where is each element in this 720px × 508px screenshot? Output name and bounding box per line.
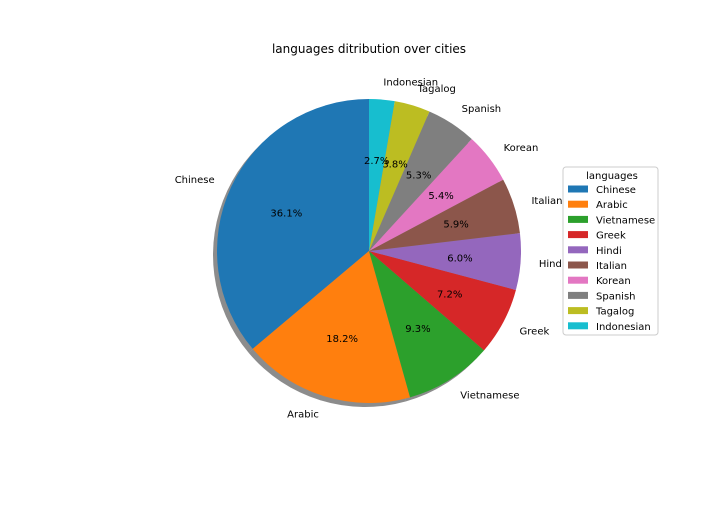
pie-wedge-tagalog (369, 101, 430, 252)
pie-wedges (216, 99, 521, 403)
pct-label-tagalog: 3.8% (382, 160, 407, 171)
category-label-vietnamese: Vietnamese (460, 391, 519, 402)
category-label-italian: Italian (531, 196, 562, 207)
pie-wedge-hindi (369, 233, 521, 290)
pie-wedge-korean (369, 138, 504, 251)
category-labels: Chinese Arabic Vietnamese Greek Hindi Italian… (175, 77, 565, 420)
category-label-hindi: Hindi (539, 259, 565, 270)
legend-label-spanish: Spanish (596, 291, 636, 302)
category-label-indonesian: Indonesian (383, 77, 438, 88)
pie-wedge-indonesian (369, 99, 395, 251)
legend-swatch-greek (568, 231, 588, 239)
legend-label-korean: Korean (596, 276, 631, 287)
percentage-labels: 36.1% 18.2% 9.3% 7.2% 6.0% 5.9% 5.4% 5.3%3.8%2.… (270, 156, 472, 345)
pie-wedge-spanish (369, 111, 472, 251)
pct-label-korean: 5.4% (428, 191, 453, 202)
category-label-tagalog: Tagalog (417, 84, 456, 95)
legend-swatch-hindi (568, 246, 588, 254)
legend-swatch-vietnamese (568, 215, 588, 223)
pie-wedge-greek (369, 251, 516, 351)
legend-swatch-indonesian (568, 322, 588, 330)
pct-label-chinese: 36.1% (270, 209, 302, 220)
legend-swatch-spanish (568, 291, 588, 299)
legend: languages Chinese Arabic Vietnamese Greek Hi… (562, 166, 659, 336)
pct-label-greek: 7.2% (437, 290, 462, 301)
legend-swatch-italian (568, 261, 588, 269)
legend-label-vietnamese: Vietnamese (596, 215, 655, 226)
category-label-spanish: Spanish (462, 104, 502, 115)
legend-label-arabic: Arabic (596, 200, 628, 211)
category-label-chinese: Chinese (175, 175, 215, 186)
pie-wedge-italian (369, 179, 520, 251)
pie-wedge-vietnamese (369, 251, 485, 398)
chart-title: languages ditribution over cities (272, 42, 466, 56)
legend-entries: Chinese Arabic Vietnamese Greek Hindi Italian… (568, 185, 655, 333)
category-label-arabic: Arabic (287, 410, 319, 421)
legend-swatch-chinese (568, 185, 588, 193)
pct-label-arabic: 18.2% (326, 334, 358, 345)
legend-label-tagalog: Tagalog (595, 307, 634, 318)
legend-swatch-tagalog (568, 307, 588, 315)
pct-label-hindi: 6.0% (447, 253, 472, 264)
pct-label-italian: 5.9% (443, 220, 468, 231)
pie-wedge-chinese (216, 99, 369, 349)
legend-label-greek: Greek (596, 231, 626, 242)
legend-title: languages (586, 171, 638, 182)
category-label-korean: Korean (504, 143, 539, 154)
pie-wedge-arabic (252, 251, 411, 403)
legend-swatch-arabic (568, 200, 588, 208)
pct-label-spanish: 5.3% (406, 170, 431, 181)
legend-swatch-korean (568, 276, 588, 284)
pct-label-vietnamese: 9.3% (405, 324, 430, 335)
category-label-greek: Greek (520, 326, 550, 337)
pct-label-indonesian: 2.7% (364, 156, 389, 167)
legend-label-italian: Italian (596, 261, 627, 272)
legend-label-indonesian: Indonesian (596, 322, 651, 333)
legend-label-chinese: Chinese (596, 185, 636, 196)
legend-label-hindi: Hindi (596, 246, 622, 257)
